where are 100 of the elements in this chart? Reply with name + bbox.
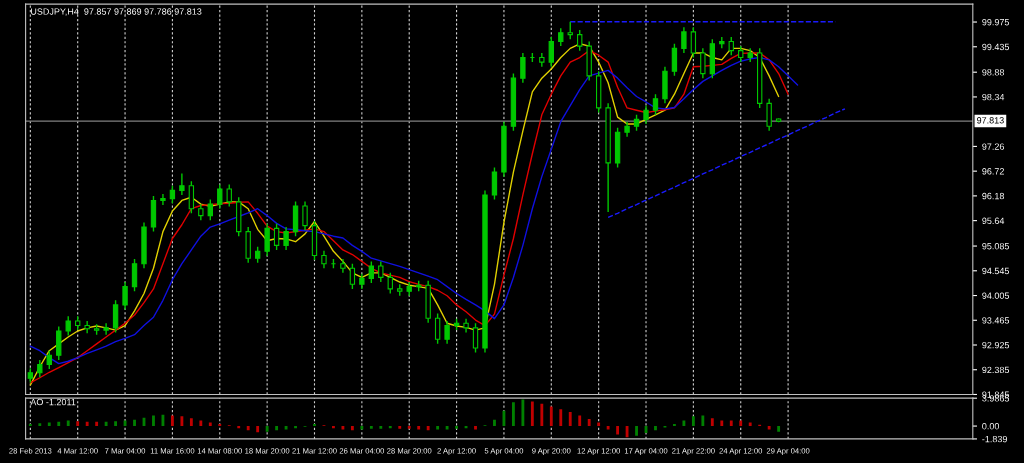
y-tick-label: 93.465 — [982, 317, 1010, 324]
y-tick-label: 97.26 — [982, 143, 1005, 150]
bar — [587, 419, 591, 427]
bar — [66, 420, 70, 427]
candlestick — [671, 43, 678, 77]
candlestick — [302, 200, 308, 231]
bar — [199, 420, 203, 427]
bar — [208, 422, 212, 427]
bar — [682, 420, 686, 427]
candlestick — [700, 47, 706, 79]
y-tick-label: 94.005 — [982, 292, 1010, 299]
bar — [701, 415, 705, 427]
y-tick-label: 92.925 — [982, 341, 1010, 349]
bar — [710, 418, 714, 427]
bar — [388, 426, 392, 429]
bar — [133, 419, 136, 427]
y-tick-label: 95.085 — [982, 243, 1010, 250]
candlestick — [378, 260, 384, 283]
candlestick — [491, 166, 498, 201]
bar — [530, 401, 534, 427]
y-tick-label: 0.00 — [982, 423, 1000, 430]
bar — [95, 421, 99, 427]
candlestick — [264, 223, 270, 257]
bar — [568, 412, 572, 427]
bar — [767, 426, 771, 430]
bar — [379, 426, 383, 429]
candlestick — [690, 26, 697, 59]
bar — [284, 426, 288, 430]
candlestick — [643, 104, 649, 125]
bar — [76, 421, 80, 427]
bar — [85, 421, 89, 427]
bar — [455, 426, 458, 429]
bar — [493, 419, 496, 427]
y-tick-label: 96.18 — [982, 192, 1005, 200]
bar — [654, 426, 657, 431]
bar — [549, 406, 553, 427]
bar — [350, 426, 354, 431]
bar — [38, 423, 42, 427]
bar — [720, 420, 724, 427]
candlestick — [434, 312, 441, 345]
y-tick-label: 92.385 — [982, 366, 1010, 374]
candlestick — [179, 172, 185, 196]
bar — [616, 426, 620, 435]
bar — [540, 403, 544, 427]
line-series — [607, 108, 846, 219]
bar — [426, 426, 430, 431]
candlestick — [766, 98, 772, 132]
bar — [729, 420, 733, 427]
candlestick — [131, 258, 138, 292]
y-tick-label: 95.64 — [982, 217, 1005, 224]
candlestick — [520, 52, 526, 84]
candlestick — [652, 93, 659, 116]
candlestick — [283, 226, 289, 251]
bar — [606, 426, 610, 430]
bar — [739, 420, 743, 427]
bar — [171, 415, 174, 427]
y-tick-label: 98.88 — [982, 69, 1005, 76]
bar — [237, 426, 241, 429]
bar — [511, 402, 515, 427]
bar — [189, 418, 193, 427]
bar — [673, 423, 676, 427]
bar — [559, 409, 563, 427]
candlestick — [226, 183, 232, 208]
candlestick — [472, 322, 479, 354]
candlestick — [681, 26, 687, 54]
candlestick — [188, 180, 195, 214]
bar — [28, 423, 32, 427]
candlestick — [273, 223, 280, 251]
bar — [218, 423, 222, 427]
chart-title: USDJPY,H4 97.857 97.869 97.786 97.813 — [31, 8, 202, 16]
candlestick — [122, 281, 128, 311]
bar — [114, 421, 117, 427]
bar — [398, 426, 402, 429]
candlestick — [577, 29, 583, 52]
bar — [57, 421, 61, 427]
candlestick — [349, 262, 356, 290]
candlestick — [444, 320, 450, 345]
candlestick — [217, 183, 223, 210]
bar — [407, 426, 411, 429]
candlestick — [548, 36, 554, 68]
bar — [313, 423, 316, 427]
bar — [521, 399, 525, 427]
bar — [597, 422, 601, 427]
bar — [265, 426, 269, 432]
candlestick — [207, 198, 213, 221]
bar — [341, 426, 345, 430]
candlestick — [46, 350, 52, 370]
bar — [104, 421, 108, 427]
bar — [748, 422, 752, 427]
bar — [578, 415, 582, 427]
bar — [445, 426, 449, 430]
candlestick — [112, 299, 119, 334]
y-tick-label: 96.72 — [982, 168, 1004, 175]
bar — [691, 416, 695, 427]
bar — [635, 426, 638, 436]
bar — [417, 426, 421, 430]
bar — [275, 426, 279, 431]
candlestick — [387, 272, 393, 295]
y-tick-label: 94.545 — [982, 267, 1010, 275]
bar — [369, 426, 373, 429]
